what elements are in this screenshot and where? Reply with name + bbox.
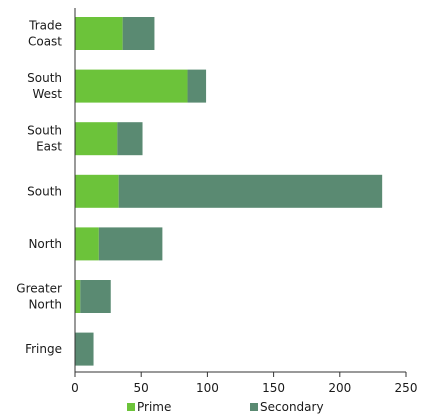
x-tick-label: 150 <box>262 381 285 395</box>
bar-secondary <box>122 17 155 50</box>
bar-area <box>75 17 383 366</box>
category-label: Trade <box>28 19 62 33</box>
category-label: West <box>32 87 62 101</box>
bar-prime <box>75 280 81 313</box>
legend: Prime Secondary <box>127 400 324 414</box>
bar-prime <box>75 174 119 208</box>
x-tick-label: 50 <box>134 381 149 395</box>
category-label: Fringe <box>25 342 62 356</box>
x-axis-ticks: 0 50 100 150 200 250 <box>71 372 417 395</box>
legend-swatch-secondary <box>250 403 258 411</box>
bar-secondary <box>187 69 207 103</box>
legend-label-secondary: Secondary <box>260 400 324 414</box>
bar-secondary <box>80 280 111 313</box>
category-label: Greater <box>16 282 62 296</box>
x-tick-label: 100 <box>196 381 219 395</box>
category-label: South <box>27 124 62 138</box>
x-tick-label: 200 <box>328 381 351 395</box>
category-label: North <box>28 298 62 312</box>
legend-label-prime: Prime <box>137 400 171 414</box>
bar-secondary <box>117 122 143 156</box>
category-label: South <box>27 71 62 85</box>
bar-secondary <box>118 174 383 208</box>
bar-secondary <box>98 227 163 261</box>
bar-prime <box>75 17 123 50</box>
x-tick-label: 250 <box>395 381 418 395</box>
bar-prime <box>75 227 99 261</box>
category-label: East <box>36 140 62 154</box>
bar-prime <box>75 69 188 103</box>
legend-swatch-prime <box>127 403 135 411</box>
category-label: North <box>28 237 62 251</box>
category-labels: Trade Coast South West South East South North Gr… <box>16 19 62 357</box>
bar-secondary <box>75 332 94 366</box>
x-tick-label: 0 <box>71 381 79 395</box>
category-label: South <box>27 184 62 198</box>
category-label: Coast <box>28 35 62 49</box>
bar-prime <box>75 122 118 156</box>
